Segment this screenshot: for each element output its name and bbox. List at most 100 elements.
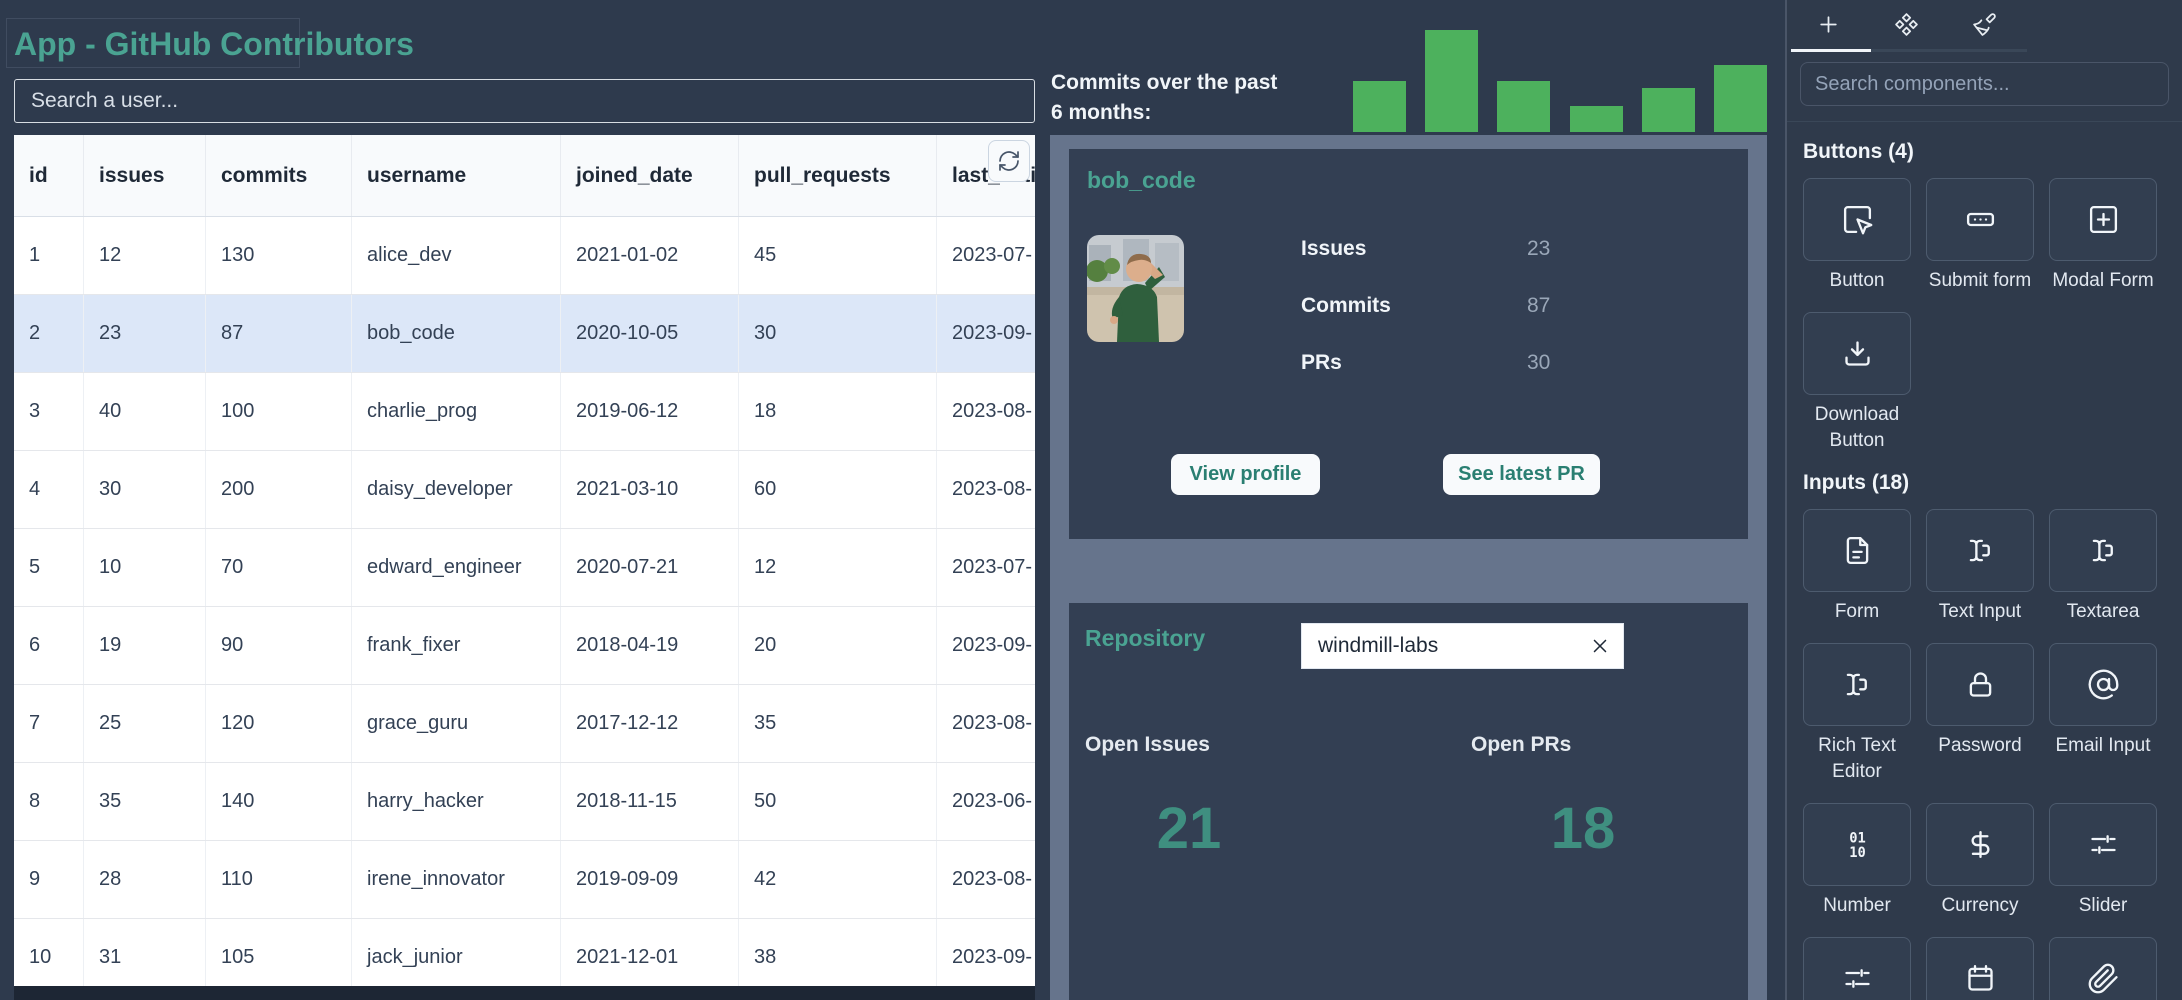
table-cell: 1: [14, 217, 84, 294]
table-row[interactable]: 4 30 200 daisy_developer 2021-03-10 60 2023-08…: [14, 451, 1035, 529]
lock-icon: [1969, 672, 1991, 697]
sidebar-tab-paintbrush[interactable]: [1945, 0, 2023, 49]
table-cell: 2019-09-09: [561, 841, 739, 918]
component-cell: [2049, 936, 2157, 1000]
clear-repository-button[interactable]: [1577, 624, 1623, 668]
table-row[interactable]: 5 10 70 edward_engineer 2020-07-21 12 2023-07-: [14, 529, 1035, 607]
component-sidebar: Buttons (4) Button Submit form Modal Form Do…: [1785, 0, 2182, 1000]
table-cell: 2023-09-: [937, 295, 1035, 372]
user-photo-avatar: [1087, 235, 1184, 342]
repository-input[interactable]: [1302, 633, 1577, 659]
component-card-form[interactable]: [1803, 509, 1911, 593]
refresh-button[interactable]: [988, 140, 1030, 182]
download-icon: [1844, 341, 1870, 366]
repo-card-title: Repository: [1085, 625, 1206, 651]
component-card-password[interactable]: [1926, 643, 2034, 727]
table-row[interactable]: 10 31 105 jack_junior 2021-12-01 38 2023-09-: [14, 919, 1035, 997]
contributors-table: id issues commits username joined_date pull_r…: [14, 135, 1035, 1000]
bar: [1425, 30, 1479, 132]
component-card-currency[interactable]: [1926, 802, 2034, 886]
table-row[interactable]: 7 25 120 grace_guru 2017-12-12 35 2023-08-: [14, 685, 1035, 763]
see-latest-pr-button[interactable]: See latest PR: [1443, 454, 1600, 495]
table-cell: 60: [739, 451, 937, 528]
stat-value: 30: [1527, 351, 1551, 374]
component-cell: Textarea: [2049, 509, 2157, 625]
component-card-modal-form[interactable]: [2049, 178, 2157, 261]
table-cell: 2017-12-12: [561, 685, 739, 762]
paintbrush-icon: [1972, 13, 1996, 36]
stat-row: PRs 30: [1301, 351, 1721, 375]
table-cell: 70: [206, 529, 352, 606]
component-card-email-input[interactable]: [2049, 643, 2157, 727]
component-label: Slider: [2078, 894, 2128, 916]
component-card-rich-text-editor[interactable]: [1803, 643, 1911, 727]
table-cell: 19: [84, 607, 206, 684]
component-cell: Rich Text Editor: [1803, 643, 1911, 784]
component-label: Rich Text Editor: [1818, 735, 1896, 782]
component-label: Textarea: [2066, 601, 2140, 623]
table-cell: 3: [14, 373, 84, 450]
component-label: Download Button: [1814, 404, 1900, 451]
table-cell: 18: [739, 373, 937, 450]
table-cell: 90: [206, 607, 352, 684]
component-search-input[interactable]: [1800, 62, 2169, 106]
view-profile-button[interactable]: View profile: [1171, 454, 1320, 495]
table-cell: 2: [14, 295, 84, 372]
sidebar-tab-components[interactable]: [1867, 0, 1945, 49]
table-cell: 2021-01-02: [561, 217, 739, 294]
component-card-calendar[interactable]: [1926, 936, 2034, 1000]
table-cell: bob_code: [352, 295, 561, 372]
table-cell: 12: [84, 217, 206, 294]
component-card-sliders[interactable]: [1803, 936, 1911, 1000]
component-cell: [1803, 936, 1911, 1000]
component-card-button[interactable]: [1803, 178, 1911, 261]
table-cell: jack_junior: [352, 919, 561, 996]
component-card-slider[interactable]: [2049, 802, 2157, 886]
table-row[interactable]: 2 23 87 bob_code 2020-10-05 30 2023-09-: [14, 295, 1035, 373]
table-row[interactable]: 1 12 130 alice_dev 2021-01-02 45 2023-07-: [14, 217, 1035, 295]
dollar-icon: [1971, 830, 1989, 858]
table-cell: 2021-03-10: [561, 451, 739, 528]
bar: [1353, 81, 1406, 132]
modal-form-icon: [2089, 205, 2117, 234]
component-label: Email Input: [2055, 735, 2151, 757]
table-row[interactable]: 6 19 90 frank_fixer 2018-04-19 20 2023-09-: [14, 607, 1035, 685]
user-search-input[interactable]: [14, 79, 1035, 123]
commits-bar-chart: [1353, 30, 1767, 132]
column-header: joined_date: [561, 135, 739, 216]
table-cell: 87: [206, 295, 352, 372]
table-cell: daisy_developer: [352, 451, 561, 528]
table-row[interactable]: 8 35 140 harry_hacker 2018-11-15 50 2023-06-: [14, 763, 1035, 841]
at-sign-icon: [2088, 669, 2118, 700]
component-card-paperclip[interactable]: [2049, 936, 2157, 1000]
table-cell: 38: [739, 919, 937, 996]
text-cursor-input-icon: [1969, 539, 1990, 562]
text-cursor-input-icon: [1846, 673, 1867, 696]
table-cell: grace_guru: [352, 685, 561, 762]
table-cell: 2023-09-: [952, 946, 1033, 968]
component-card-submit-form[interactable]: [1926, 178, 2034, 261]
sliders-icon: [1844, 968, 1870, 988]
table-cell: frank_fixer: [352, 607, 561, 684]
table-cell: 2023-09-: [952, 634, 1033, 656]
sliders-icon: [2090, 834, 2116, 854]
sidebar-tab-plus[interactable]: [1789, 0, 1867, 49]
component-cell: Form: [1803, 509, 1911, 625]
bar: [1497, 81, 1551, 132]
plus-icon: [1819, 16, 1837, 33]
component-grid: Button Submit form Modal Form Download Butt…: [1803, 178, 2166, 453]
component-card-number[interactable]: 01 10: [1803, 802, 1911, 886]
table-row[interactable]: 9 28 110 irene_innovator 2019-09-09 42 2023-08…: [14, 841, 1035, 919]
component-label: Currency: [1941, 894, 2019, 916]
table-cell: edward_engineer: [352, 529, 561, 606]
component-card-download-button[interactable]: [1803, 312, 1911, 395]
table-cell: 2019-06-12: [561, 373, 739, 450]
table-row[interactable]: 3 40 100 charlie_prog 2019-06-12 18 2023-08-: [14, 373, 1035, 451]
component-card-textarea[interactable]: [2049, 509, 2157, 593]
component-cell: Email Input: [2049, 643, 2157, 784]
table-cell: 45: [739, 217, 937, 294]
stat-row: Issues 23: [1301, 237, 1721, 261]
component-card-text-input[interactable]: [1926, 509, 2034, 593]
table-cell: 10: [14, 919, 84, 996]
table-cell: 2018-04-19: [561, 607, 739, 684]
